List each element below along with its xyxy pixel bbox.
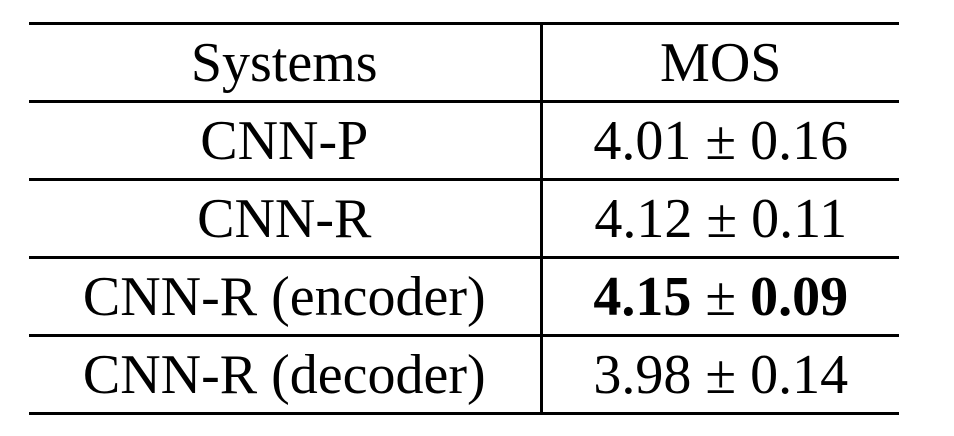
- mos-cell: 3.98 ± 0.14: [541, 336, 899, 414]
- header-systems: Systems: [29, 23, 543, 102]
- mos-std: 0.11: [751, 187, 848, 250]
- plus-minus-sign: ±: [705, 109, 737, 172]
- table-header: Systems MOS: [29, 23, 899, 102]
- table-row: CNN-R (decoder) 3.98 ± 0.14: [29, 335, 899, 414]
- table-row: CNN-R (encoder) 4.15 ± 0.09: [29, 257, 899, 336]
- plus-minus-sign: ±: [705, 343, 737, 406]
- system-cell: CNN-R (decoder): [29, 335, 543, 414]
- mos-results-table-container: Systems MOS CNN-P 4.01 ± 0.16 CNN-R 4.12…: [29, 22, 899, 415]
- mos-cell: 4.01 ± 0.16: [541, 102, 899, 180]
- mos-cell: 4.12 ± 0.11: [541, 180, 899, 258]
- mos-mean: 4.01: [593, 109, 692, 172]
- table-row: CNN-R 4.12 ± 0.11: [29, 179, 899, 258]
- plus-minus-sign: ±: [706, 187, 738, 250]
- system-cell: CNN-R (encoder): [29, 257, 543, 336]
- header-mos: MOS: [660, 31, 782, 94]
- table-body: CNN-P 4.01 ± 0.16 CNN-R 4.12 ± 0.11 CNN-…: [29, 101, 899, 414]
- header-row: Systems MOS: [29, 23, 899, 102]
- mos-std: 0.14: [750, 343, 849, 406]
- mos-std: 0.09: [750, 265, 849, 328]
- mos-results-table: Systems MOS CNN-P 4.01 ± 0.16 CNN-R 4.12…: [29, 22, 899, 415]
- table-row: CNN-P 4.01 ± 0.16: [29, 101, 899, 180]
- mos-std: 0.16: [750, 109, 849, 172]
- mos-cell: 4.15 ± 0.09: [541, 258, 899, 336]
- mos-mean: 4.12: [594, 187, 693, 250]
- mos-mean: 3.98: [593, 343, 692, 406]
- plus-minus-sign: ±: [705, 265, 737, 328]
- system-cell: CNN-R: [29, 179, 543, 258]
- system-cell: CNN-P: [29, 101, 543, 180]
- mos-mean: 4.15: [593, 265, 692, 328]
